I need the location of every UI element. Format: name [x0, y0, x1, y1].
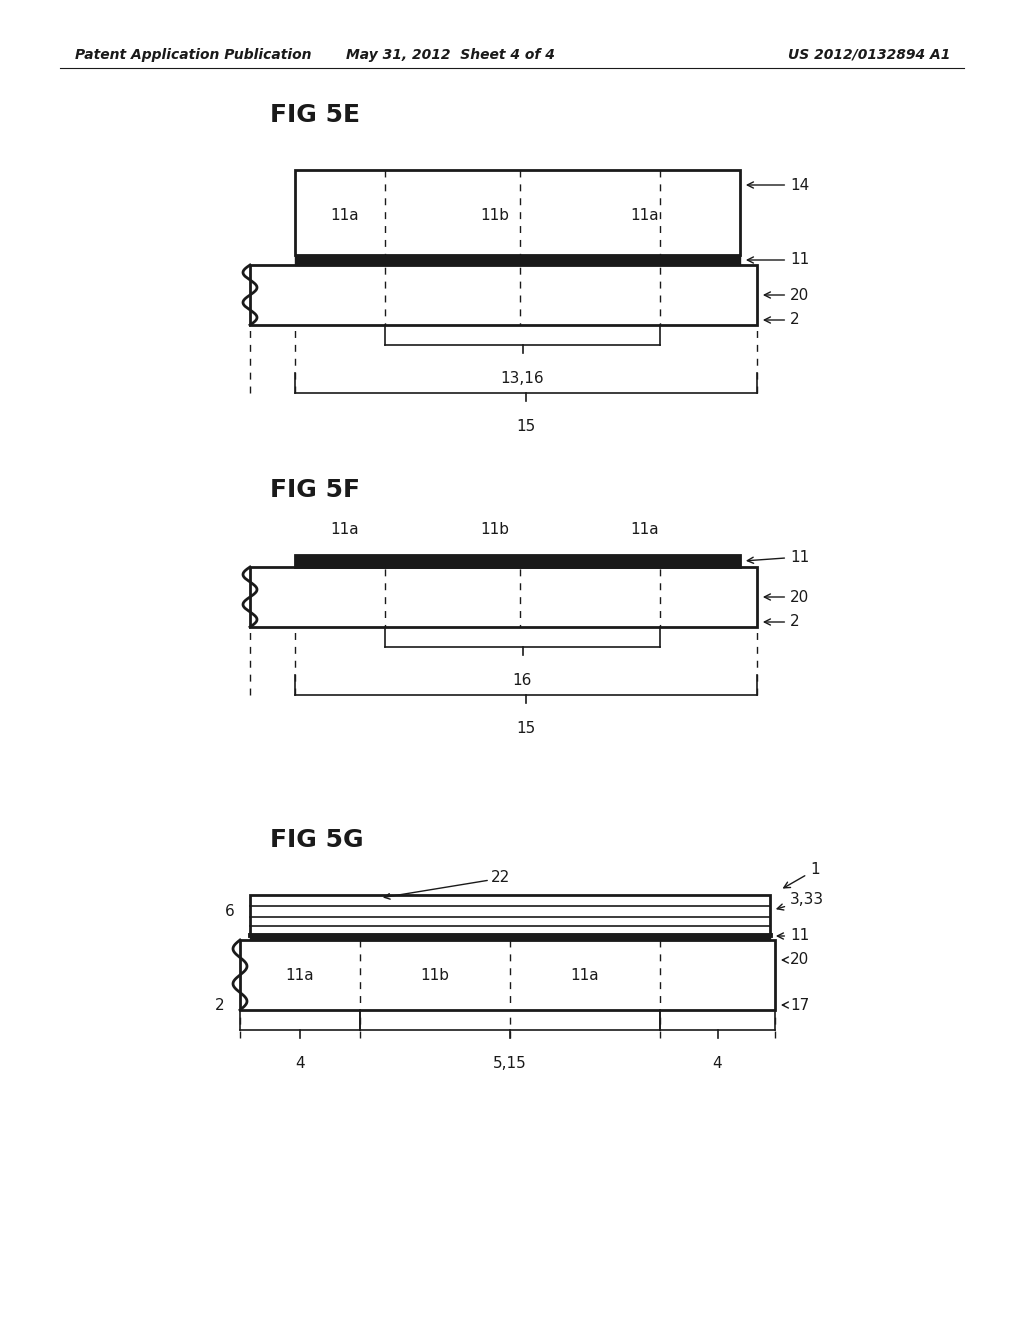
Text: 20: 20 [782, 953, 809, 968]
Text: FIG 5E: FIG 5E [270, 103, 360, 127]
Text: Patent Application Publication: Patent Application Publication [75, 48, 311, 62]
Text: 22: 22 [490, 870, 510, 886]
Bar [240, 940, 775, 1010]
Text: 5,15: 5,15 [494, 1056, 527, 1071]
Text: May 31, 2012  Sheet 4 of 4: May 31, 2012 Sheet 4 of 4 [345, 48, 554, 62]
Text: 20: 20 [764, 590, 809, 605]
Bar [250, 265, 757, 325]
Text: 4: 4 [295, 1056, 305, 1071]
Bar [250, 895, 770, 935]
Text: 2: 2 [764, 615, 800, 630]
Text: 13,16: 13,16 [501, 371, 545, 385]
Bar [295, 554, 740, 568]
Text: 15: 15 [516, 418, 536, 434]
Text: FIG 5F: FIG 5F [270, 478, 360, 502]
Text: 11a: 11a [570, 968, 599, 982]
Text: 11b: 11b [480, 207, 509, 223]
Text: 11: 11 [748, 252, 809, 268]
Text: 11a: 11a [285, 968, 313, 982]
Text: 6: 6 [225, 904, 234, 920]
Text: 2: 2 [764, 313, 800, 327]
Text: 3,33: 3,33 [777, 892, 824, 909]
Text: 20: 20 [764, 288, 809, 302]
Text: 1: 1 [783, 862, 819, 888]
Text: 17: 17 [782, 998, 809, 1012]
Text: 11a: 11a [630, 207, 658, 223]
Text: 11a: 11a [330, 523, 358, 537]
Text: 11b: 11b [480, 523, 509, 537]
Text: 15: 15 [516, 721, 536, 737]
Text: 11a: 11a [330, 207, 358, 223]
Bar [250, 568, 757, 627]
Text: US 2012/0132894 A1: US 2012/0132894 A1 [787, 48, 950, 62]
Text: 11: 11 [748, 549, 809, 565]
Text: 2: 2 [215, 998, 225, 1012]
Text: 11a: 11a [630, 523, 658, 537]
Text: 16: 16 [513, 673, 532, 688]
FancyBboxPatch shape [295, 170, 740, 255]
Text: 11b: 11b [420, 968, 449, 982]
Text: 4: 4 [713, 1056, 722, 1071]
Text: 14: 14 [748, 177, 809, 193]
Text: FIG 5G: FIG 5G [270, 828, 364, 851]
Text: 11: 11 [777, 928, 809, 944]
